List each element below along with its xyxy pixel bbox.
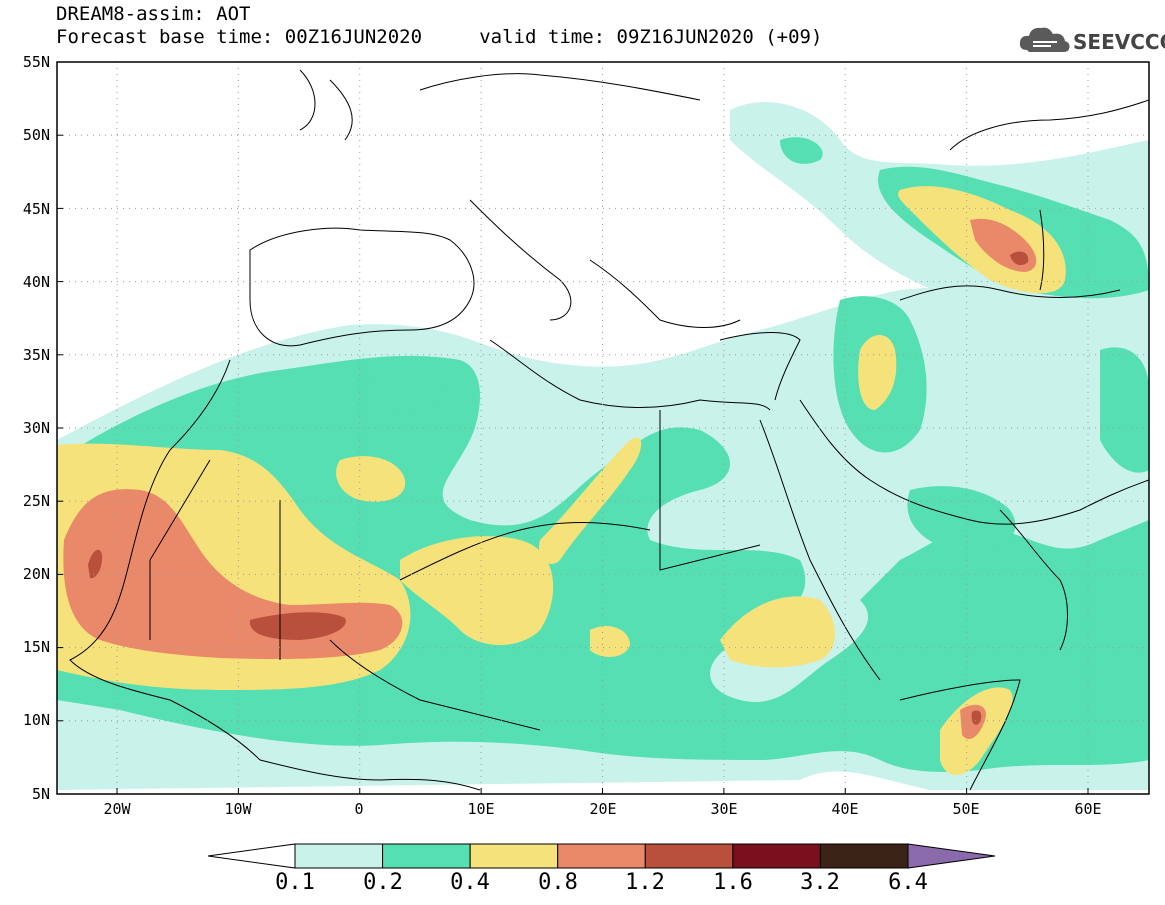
lon-label: 60E	[1074, 800, 1101, 818]
colorbar-high-arrow	[907, 843, 996, 869]
lat-label: 55N	[23, 53, 50, 71]
lon-label: 20E	[589, 800, 616, 818]
colorbar-label: 6.4	[888, 870, 928, 895]
coastlines	[69, 69, 1149, 791]
colorbar-label: 1.6	[713, 870, 753, 895]
lon-label: 40E	[831, 800, 858, 818]
lat-label: 20N	[23, 565, 50, 583]
cloud-icon	[1019, 27, 1070, 52]
colorbar-swatch	[382, 843, 471, 869]
colorbar-label: 3.2	[800, 870, 840, 895]
aot-level-1.2	[88, 251, 1029, 725]
lat-axis: 55N 50N 45N 40N 35N 30N 25N 20N 15N 10N …	[23, 53, 50, 803]
lon-label: 30E	[710, 800, 737, 818]
lat-label: 5N	[32, 785, 50, 803]
colorbar-swatch	[819, 843, 909, 869]
axis-ticks	[57, 61, 1089, 795]
colorbar-swatch	[644, 843, 734, 869]
forecast-time-line: Forecast base time: 00Z16JUN2020 valid t…	[56, 26, 823, 48]
lon-label: 50E	[952, 800, 979, 818]
lat-label: 10N	[23, 711, 50, 729]
colorbar-swatch	[294, 843, 384, 869]
lat-label: 35N	[23, 346, 50, 364]
colorbar-label: 1.2	[625, 870, 665, 895]
colorbar-label: 0.4	[450, 870, 490, 895]
colorbar	[207, 843, 996, 869]
colorbar-swatch	[469, 843, 559, 869]
colorbar-label: 0.1	[275, 870, 315, 895]
colorbar-low-arrow	[207, 843, 296, 869]
map-title: DREAM8-assim: AOT	[56, 3, 251, 25]
logo-text: SEEVCCC	[1073, 30, 1165, 54]
lon-axis: 20W 10W 0 10E 20E 30E 40E 50E 60E	[103, 800, 1101, 818]
lat-label: 15N	[23, 638, 50, 656]
lat-label: 40N	[23, 273, 50, 291]
lon-label: 10W	[224, 800, 252, 818]
lat-label: 50N	[23, 126, 50, 144]
colorbar-swatch	[732, 843, 821, 869]
lat-label: 45N	[23, 200, 50, 218]
lon-label: 10E	[467, 800, 494, 818]
lon-label: 0	[354, 800, 363, 818]
colorbar-label: 0.8	[538, 870, 578, 895]
lat-label: 25N	[23, 492, 50, 510]
lon-label: 20W	[103, 800, 131, 818]
colorbar-label: 0.2	[363, 870, 403, 895]
colorbar-swatch	[557, 843, 646, 869]
seevccc-logo: SEEVCCC	[1017, 22, 1165, 62]
lat-label: 30N	[23, 419, 50, 437]
